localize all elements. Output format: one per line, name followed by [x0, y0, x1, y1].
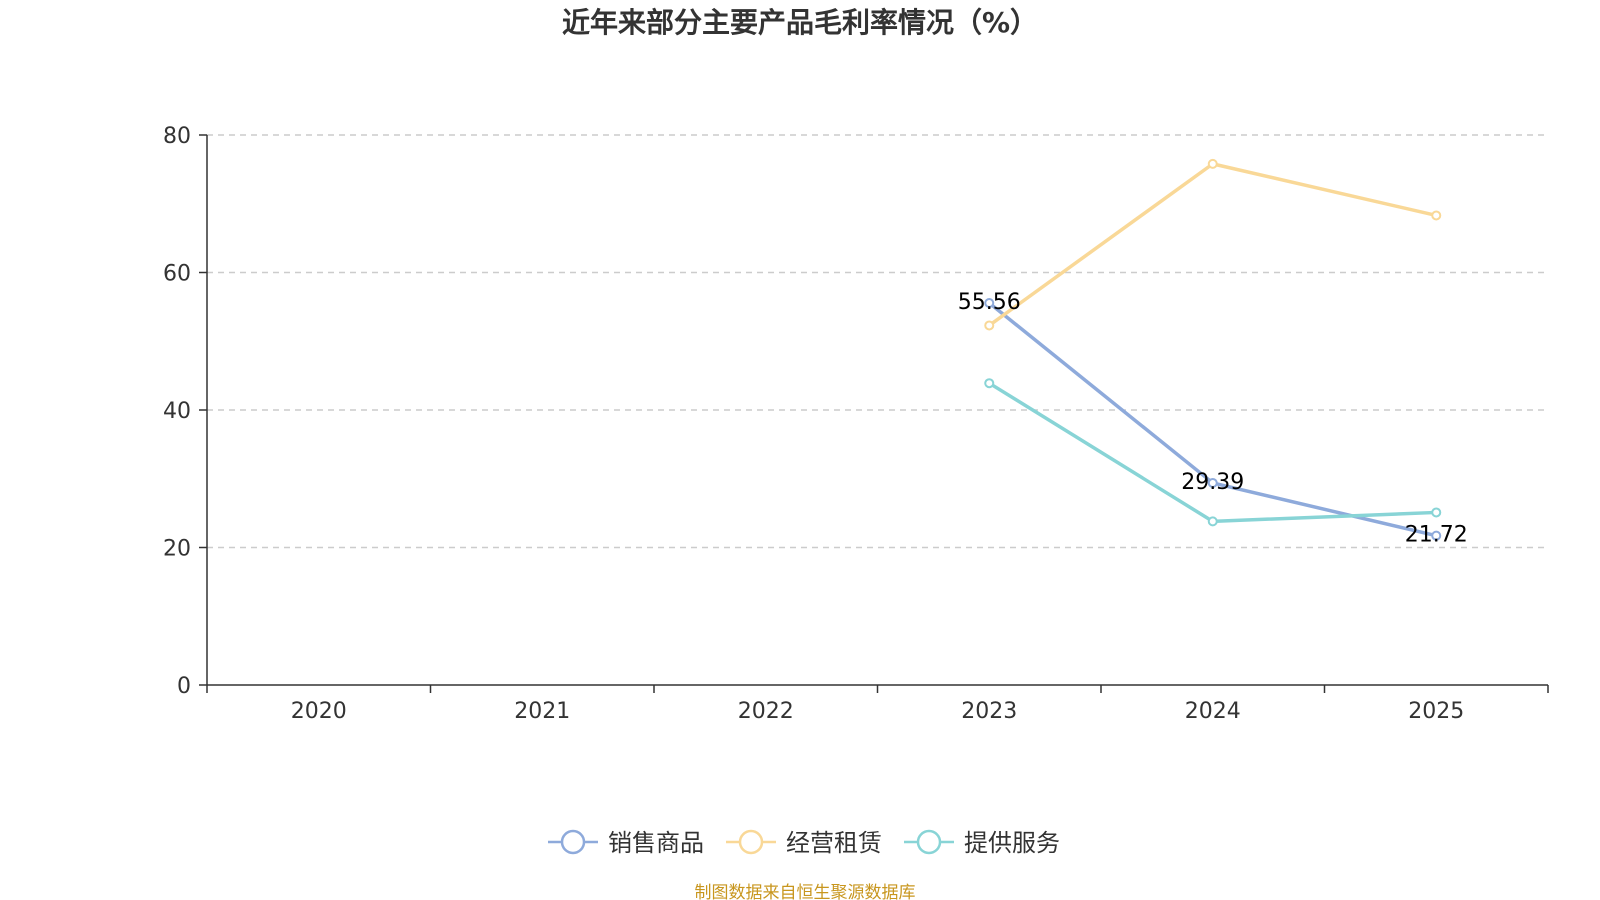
series-line-0: [987, 301, 1438, 538]
legend-marker: [916, 829, 942, 855]
y-tick-label: 0: [177, 674, 191, 699]
legend-label: 提供服务: [964, 829, 1060, 857]
legend-marker: [738, 829, 764, 855]
legend-label: 销售商品: [608, 829, 704, 857]
y-tick-label: 80: [163, 124, 191, 149]
data-label: 29.39: [1181, 470, 1244, 495]
x-tick-label: 2024: [1185, 699, 1241, 724]
data-label: 21.72: [1405, 523, 1468, 548]
data-point: [1207, 158, 1218, 169]
x-tick-label: 2022: [738, 699, 794, 724]
data-point: [1431, 530, 1442, 541]
chart-title: 近年来部分主要产品毛利率情况（%）: [562, 6, 1038, 39]
data-label: 55.56: [958, 290, 1021, 315]
series-line-2: [987, 381, 1438, 524]
data-point: [1431, 507, 1442, 518]
data-point: [984, 378, 995, 389]
grid-layer: [207, 134, 1548, 549]
x-tick-label: 2021: [514, 699, 570, 724]
data-point: [984, 320, 995, 331]
y-tick-label: 60: [163, 262, 191, 287]
y-tick-label: 20: [163, 537, 191, 562]
x-tick-label: 2025: [1408, 699, 1464, 724]
data-point: [1431, 210, 1442, 221]
x-tick-label: 2023: [961, 699, 1017, 724]
x-tick-label: 2020: [291, 699, 347, 724]
data-point: [1207, 477, 1218, 488]
source-note: 制图数据来自恒生聚源数据库: [695, 883, 916, 900]
y-tick-label: 40: [163, 399, 191, 424]
label-layer: 55.56 29.39 21.72: [958, 290, 1468, 548]
legend: 销售商品 经营租赁 提供服务: [548, 829, 1060, 857]
axis-layer: 0 20 40 60 80 2020 2021 2022 2023 2024 2025: [163, 124, 1549, 724]
series-line-1: [987, 162, 1438, 328]
data-point: [1207, 516, 1218, 527]
series-layer: [984, 158, 1442, 541]
legend-marker: [560, 829, 586, 855]
data-point: [984, 298, 995, 309]
legend-label: 经营租赁: [786, 829, 882, 857]
